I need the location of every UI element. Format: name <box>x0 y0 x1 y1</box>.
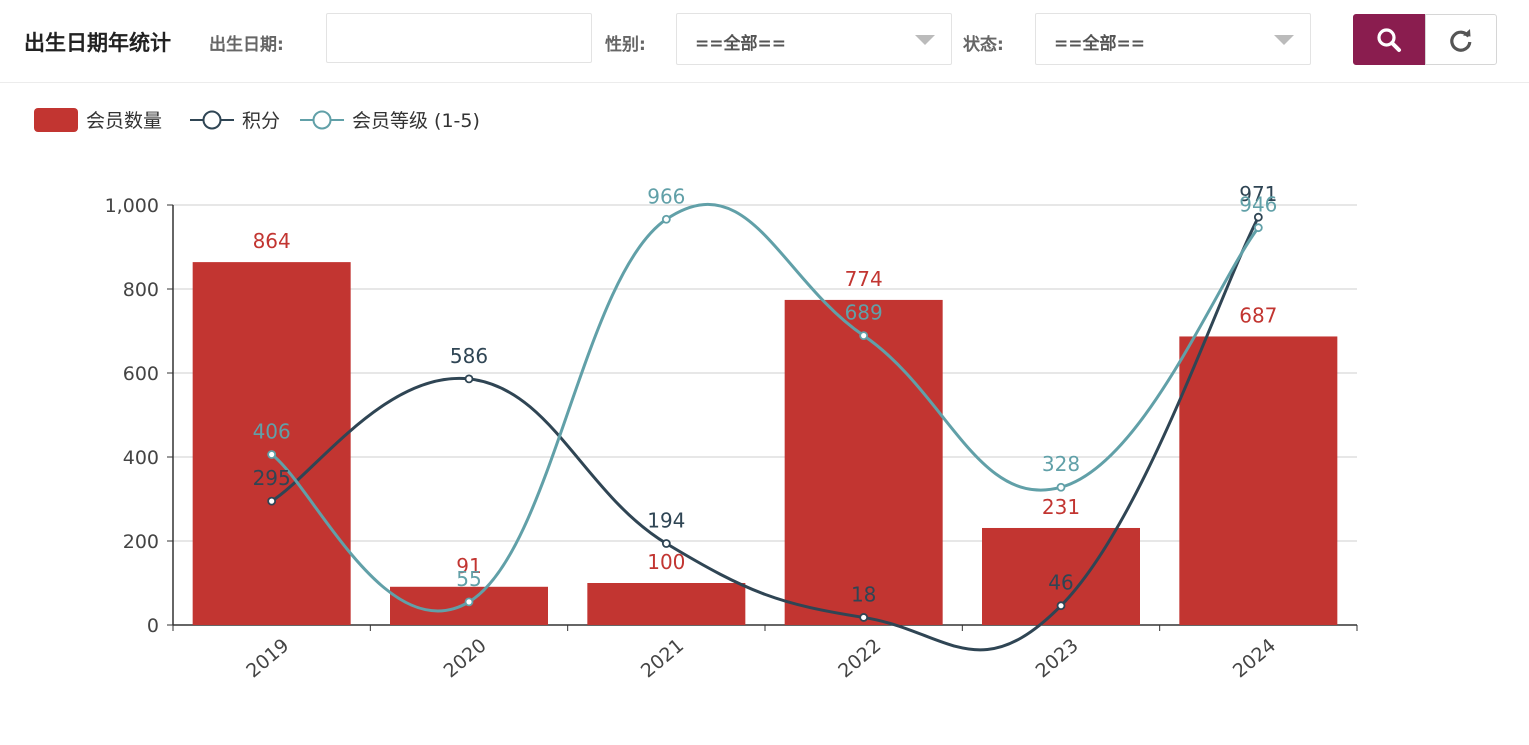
chart-canvas: 0 200 400 600 800 1,000 2019 2020 2021 2022 2023 20… <box>34 108 1358 682</box>
reset-button[interactable] <box>1425 14 1497 65</box>
gender-select[interactable]: ==全部== <box>676 13 952 65</box>
legend-marker <box>312 110 332 130</box>
level-line <box>270 203 1260 613</box>
x-tick-label: 2019 <box>242 634 293 682</box>
level-point <box>267 450 277 459</box>
legend-bar-swatch <box>34 108 78 132</box>
gender-label: 性别: <box>605 35 646 55</box>
refresh-icon <box>1450 28 1472 52</box>
y-tick-label: 600 <box>123 363 159 385</box>
bar-data-label: 687 <box>1239 303 1277 327</box>
bar <box>192 262 351 625</box>
score-point <box>859 613 869 622</box>
page-title: 出生日期年统计 <box>24 31 171 55</box>
bar-data-label: 91 <box>456 554 481 578</box>
score-point <box>661 539 671 548</box>
birth-date-input[interactable] <box>326 13 592 63</box>
bar <box>587 583 746 625</box>
score-point <box>1056 601 1066 611</box>
status-select[interactable]: ==全部== <box>1035 13 1311 65</box>
level-data-label: 55 <box>456 567 481 591</box>
legend-marker <box>202 110 222 130</box>
score-data-label: 586 <box>450 344 488 368</box>
level-data-label: 966 <box>647 184 685 208</box>
score-point <box>267 496 277 506</box>
search-button[interactable] <box>1353 14 1425 65</box>
y-tick-label: 200 <box>123 531 159 553</box>
bar-data-label: 864 <box>253 229 291 253</box>
level-data-label: 689 <box>845 301 883 325</box>
gender-select-value: ==全部== <box>695 34 786 54</box>
score-data-label: 18 <box>851 582 876 606</box>
bar <box>784 299 943 625</box>
birth-date-label: 出生日期: <box>209 35 284 55</box>
score-data-label: 971 <box>1239 182 1277 206</box>
y-tick-label: 400 <box>123 447 159 469</box>
legend-label: 积分 <box>242 110 280 132</box>
x-tick-label: 2023 <box>1032 634 1083 682</box>
bar <box>1179 336 1338 625</box>
score-point <box>1253 212 1263 222</box>
level-point <box>859 331 869 341</box>
level-data-label: 946 <box>1239 193 1277 217</box>
chevron-down-icon <box>915 35 935 45</box>
level-point <box>1253 223 1263 233</box>
level-data-label: 406 <box>253 419 291 443</box>
y-tick-label: 800 <box>123 279 159 301</box>
x-tick-label: 2020 <box>440 634 491 682</box>
score-line <box>270 216 1260 652</box>
x-tick-label: 2021 <box>637 634 688 682</box>
bar-data-label: 100 <box>647 550 685 574</box>
score-data-label: 194 <box>647 509 685 533</box>
x-tick-label: 2022 <box>834 634 885 682</box>
level-point <box>464 597 474 607</box>
filter-toolbar: 出生日期年统计 出生日期: 性别: ==全部== 状态: ==全部== <box>0 0 1529 83</box>
legend-label: 会员数量 <box>86 110 162 132</box>
score-point <box>464 374 474 384</box>
x-tick-label: 2024 <box>1229 634 1280 682</box>
y-tick-label: 1,000 <box>105 195 159 217</box>
chevron-down-icon <box>1274 35 1294 45</box>
bar-data-label: 774 <box>845 267 883 291</box>
score-data-label: 46 <box>1048 571 1073 595</box>
status-label: 状态: <box>963 35 1004 55</box>
bar-data-label: 231 <box>1042 495 1080 519</box>
legend-label: 会员等级 (1-5) <box>352 110 480 132</box>
score-data-label: 295 <box>253 466 291 490</box>
status-select-value: ==全部== <box>1054 34 1145 54</box>
level-point <box>1056 482 1066 492</box>
y-tick-label: 0 <box>147 615 159 637</box>
search-icon <box>1377 27 1401 52</box>
level-point <box>661 214 671 224</box>
level-data-label: 328 <box>1042 452 1080 476</box>
